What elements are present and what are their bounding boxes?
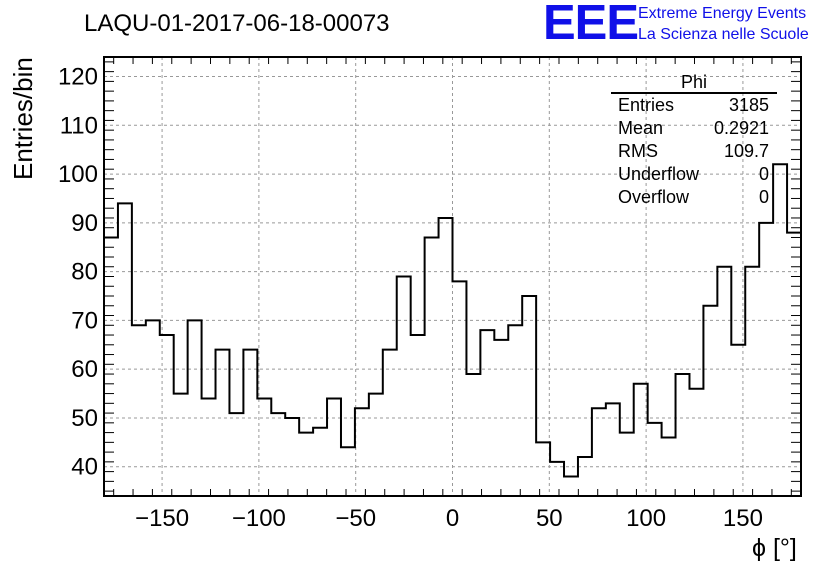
chart-title: LAQU-01-2017-06-18-00073	[84, 10, 390, 37]
y-tick-label: 100	[58, 161, 98, 188]
stats-label: RMS	[618, 141, 658, 161]
y-tick-label: 40	[71, 454, 98, 481]
y-tick-label: 80	[71, 259, 98, 286]
x-tick-label: −100	[232, 505, 286, 532]
stats-row-entries: Entries 3185	[611, 94, 777, 117]
y-tick-label: 70	[71, 307, 98, 334]
x-tick-label: −50	[335, 505, 376, 532]
stats-row-rms: RMS 109.7	[611, 140, 777, 163]
y-tick-label: 90	[71, 210, 98, 237]
y-axis-label: Entries/bin	[8, 57, 38, 180]
stats-label: Underflow	[618, 164, 700, 184]
x-tick-label: 150	[723, 505, 763, 532]
x-axis-label: ϕ [°]	[752, 534, 797, 562]
logo-caption: Extreme Energy Events La Scienza nelle S…	[638, 3, 809, 45]
axis-ticks	[104, 57, 801, 496]
y-tick-label: 120	[58, 64, 98, 91]
stats-title: Phi	[611, 72, 777, 94]
stats-value: 0.2921	[713, 118, 769, 138]
eee-logo: EEE	[543, 0, 639, 50]
x-tick-label: 100	[626, 505, 666, 532]
logo-line-2: La Scienza nelle Scuole	[638, 26, 809, 43]
stats-value: 0	[758, 164, 769, 184]
x-tick-label: 50	[536, 505, 563, 532]
stats-value: 0	[758, 187, 769, 207]
stats-value: 109.7	[723, 141, 769, 161]
stats-label: Mean	[618, 118, 664, 138]
stats-value: 3185	[728, 95, 769, 115]
stats-box: Phi Entries 3185 Mean 0.2921 RMS 109.7 U…	[611, 72, 777, 209]
stats-label: Entries	[618, 95, 675, 115]
y-tick-label: 110	[60, 112, 98, 139]
stats-row-underflow: Underflow 0	[611, 163, 777, 186]
x-tick-label: 0	[446, 505, 459, 532]
histogram-outline	[104, 163, 801, 478]
stats-label: Overflow	[618, 187, 690, 207]
y-tick-label: 50	[71, 405, 98, 432]
logo-line-1: Extreme Energy Events	[638, 5, 807, 22]
x-tick-label: −150	[135, 505, 189, 532]
stats-row-overflow: Overflow 0	[611, 186, 777, 209]
plot-frame	[103, 56, 802, 497]
y-tick-label: 60	[71, 356, 98, 383]
tick-labels: −150 −100 −50 0 50 100 150 40 50 60 70 80 90 100 110 12…	[58, 64, 763, 532]
stats-row-mean: Mean 0.2921	[611, 117, 777, 140]
